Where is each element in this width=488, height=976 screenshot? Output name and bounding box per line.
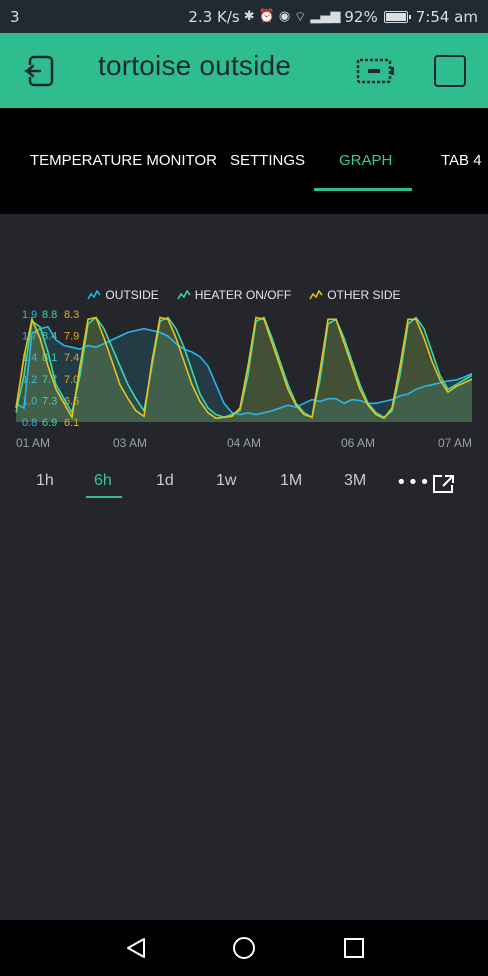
range-1h[interactable]: 1h	[36, 472, 54, 489]
chart-legend: OUTSIDE HEATER ON/OFF OTHER SIDE	[0, 288, 488, 302]
more-options-icon[interactable]: •••	[396, 472, 431, 493]
system-nav-bar	[0, 920, 488, 976]
signal-icon: ▂▄▆	[310, 9, 341, 24]
range-6h[interactable]: 6h	[94, 472, 112, 489]
x-tick-label: 03 AM	[113, 436, 147, 450]
fullscreen-export-icon[interactable]	[432, 474, 456, 494]
time-range-selector: 1h 6h 1d 1w 1M 3M	[0, 470, 488, 506]
legend-item-heater[interactable]: HEATER ON/OFF	[177, 288, 291, 302]
range-3m[interactable]: 3M	[344, 472, 367, 489]
nav-back-icon[interactable]	[124, 936, 148, 960]
active-range-indicator	[86, 496, 122, 498]
tab-bar: TEMPERATURE MONITOR SETTINGS GRAPH TAB 4	[0, 108, 488, 214]
legend-item-other-side[interactable]: OTHER SIDE	[309, 288, 401, 302]
nav-home-icon[interactable]	[232, 936, 256, 960]
legend-label: OTHER SIDE	[327, 288, 401, 302]
alarm-icon: ⏰	[258, 9, 275, 24]
y-tick-label: 6.9	[42, 417, 57, 429]
y-tick-label: 8.8	[42, 309, 57, 321]
legend-label: OUTSIDE	[105, 288, 159, 302]
legend-line-icon	[177, 289, 191, 300]
bluetooth-icon: ✱	[243, 9, 255, 24]
series-area	[16, 326, 472, 422]
page-title: tortoise outside	[98, 50, 292, 81]
series-line	[15, 316, 473, 419]
tab-settings[interactable]: SETTINGS	[230, 152, 306, 169]
series-area	[16, 317, 472, 422]
clock: 7:54 am	[415, 7, 478, 26]
series-line	[15, 325, 473, 416]
status-right: 2.3 K/s ✱ ⏰ ◉ ⌔ ▂▄▆ 92% 7:54 am	[188, 8, 478, 26]
tab-temperature-monitor[interactable]: TEMPERATURE MONITOR	[30, 152, 217, 169]
square-menu-button[interactable]	[434, 55, 466, 87]
line-chart[interactable]: 1.91.71.41.21.00.88.88.48.17.77.36.98.37…	[0, 304, 488, 464]
y-tick-label: 1.9	[22, 309, 37, 321]
app-bar: tortoise outside	[0, 33, 488, 108]
y-tick-label: 0.8	[22, 417, 37, 429]
range-1m[interactable]: 1M	[280, 472, 303, 489]
graph-panel: OUTSIDE HEATER ON/OFF OTHER SIDE 1.9 1.7 1…	[0, 214, 488, 920]
x-tick-label: 04 AM	[227, 436, 261, 450]
legend-label: HEATER ON/OFF	[194, 288, 292, 302]
status-left-text: 3	[10, 7, 20, 26]
battery-icon	[383, 10, 411, 23]
legend-item-outside[interactable]: OUTSIDE	[87, 288, 159, 302]
tab-4[interactable]: TAB 4	[441, 152, 482, 169]
y-tick-label: 7.4	[64, 352, 79, 364]
legend-line-icon	[87, 289, 102, 300]
active-tab-indicator	[314, 188, 412, 191]
y-tick-label: 1.2	[22, 374, 37, 386]
back-exit-icon[interactable]	[22, 54, 56, 88]
series-area	[16, 317, 472, 422]
x-tick-label: 06 AM	[341, 436, 375, 450]
status-bar: 3 2.3 K/s ✱ ⏰ ◉ ⌔ ▂▄▆ 92% 7:54 am	[0, 0, 488, 33]
y-tick-label: 7.0	[64, 374, 79, 386]
range-1d[interactable]: 1d	[156, 472, 174, 489]
y-tick-label: 7.9	[64, 331, 79, 343]
nav-recents-icon[interactable]	[342, 936, 366, 960]
wifi-icon: ⌔	[294, 9, 307, 25]
y-tick-label: 8.4	[42, 331, 57, 343]
series-line	[15, 316, 473, 420]
x-tick-label: 07 AM	[438, 436, 472, 450]
tab-graph[interactable]: GRAPH	[339, 152, 393, 169]
range-1w[interactable]: 1w	[216, 472, 237, 489]
network-speed: 2.3 K/s	[188, 7, 240, 26]
device-status-icon[interactable]	[356, 57, 396, 85]
battery-percent: 92%	[344, 7, 378, 26]
legend-line-icon	[309, 289, 323, 300]
y-tick-label: 7.3	[42, 395, 57, 407]
y-tick-label: 6.1	[64, 417, 79, 429]
x-tick-label: 01 AM	[16, 436, 50, 450]
eye-icon: ◉	[278, 9, 291, 24]
y-tick-label: 8.3	[64, 309, 79, 321]
